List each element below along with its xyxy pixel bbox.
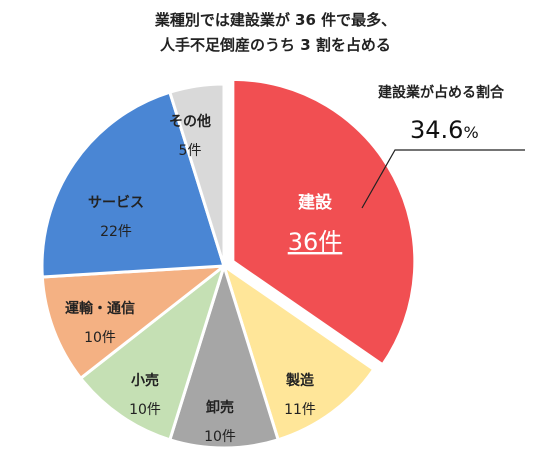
slice-value-label-0: 36件 [288, 228, 343, 256]
pie-slice-5 [40, 90, 227, 279]
slice-label-2: 卸売 [206, 399, 234, 416]
slice-label-6: その他 [169, 113, 211, 130]
share-callout-unit: % [463, 123, 479, 142]
chart-title: 業種別では建設業が 36 件で最多、 人手不足倒産のうち 3 割を占める [0, 8, 551, 58]
slice-label-4: 運輸・通信 [65, 300, 135, 317]
chart-title-line-2: 人手不足倒産のうち 3 割を占める [160, 36, 391, 54]
slice-value-label-3: 10件 [129, 402, 161, 418]
pie-slice-0 [231, 77, 417, 367]
share-callout-label: 建設業が占める割合 [378, 85, 504, 101]
slice-value-label-4: 10件 [84, 330, 116, 346]
chart-title-line-1: 業種別では建設業が 36 件で最多、 [154, 11, 397, 29]
slice-label-1: 製造 [285, 372, 314, 389]
pie-slice-2 [167, 260, 281, 450]
callout-leader-line [361, 149, 525, 209]
slice-label-3: 小売 [131, 372, 159, 389]
slice-value-label-5: 22件 [100, 224, 132, 240]
slice-label-5: サービス [88, 195, 144, 211]
slice-value-label-1: 11件 [284, 402, 316, 418]
slice-value-label-2: 10件 [204, 429, 236, 445]
pie-slice-1 [221, 262, 376, 442]
slice-value-label-6: 5件 [179, 143, 202, 159]
share-callout-value: 34.6% [410, 116, 479, 144]
slice-label-0: 建設 [298, 192, 333, 213]
pie-slice-3 [78, 261, 227, 442]
share-callout-number: 34.6 [410, 116, 464, 144]
pie-slice-4 [40, 264, 229, 381]
pie-slice-6 [167, 82, 226, 267]
